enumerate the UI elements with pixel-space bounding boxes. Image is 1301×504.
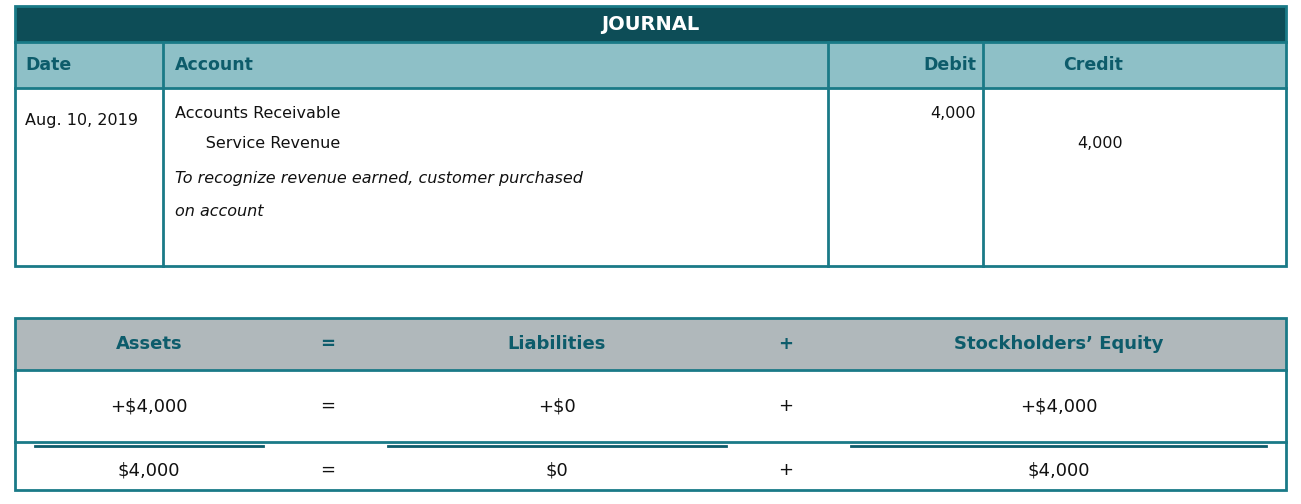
- Text: =: =: [320, 397, 336, 415]
- Text: JOURNAL: JOURNAL: [601, 15, 700, 33]
- FancyBboxPatch shape: [16, 318, 1285, 370]
- FancyBboxPatch shape: [16, 442, 1285, 490]
- Text: +$0: +$0: [539, 397, 576, 415]
- FancyBboxPatch shape: [16, 370, 1285, 442]
- Text: +: +: [778, 397, 794, 415]
- Text: $4,000: $4,000: [1028, 461, 1090, 479]
- Text: +$4,000: +$4,000: [111, 397, 187, 415]
- Text: 4,000: 4,000: [1077, 136, 1123, 151]
- Text: Service Revenue: Service Revenue: [176, 136, 341, 151]
- Text: on account: on account: [176, 204, 264, 219]
- Text: Credit: Credit: [1063, 56, 1123, 74]
- Text: To recognize revenue earned, customer purchased: To recognize revenue earned, customer pu…: [176, 171, 583, 186]
- Text: =: =: [320, 335, 336, 353]
- Text: +: +: [778, 461, 794, 479]
- Text: Liabilities: Liabilities: [507, 335, 606, 353]
- Text: +: +: [778, 335, 794, 353]
- Text: +$4,000: +$4,000: [1020, 397, 1097, 415]
- Text: =: =: [320, 461, 336, 479]
- Text: Debit: Debit: [922, 56, 976, 74]
- Text: $0: $0: [545, 461, 569, 479]
- Text: Date: Date: [25, 56, 72, 74]
- FancyBboxPatch shape: [16, 6, 1285, 42]
- Text: Assets: Assets: [116, 335, 182, 353]
- FancyBboxPatch shape: [16, 42, 1285, 88]
- FancyBboxPatch shape: [16, 88, 1285, 266]
- Text: Aug. 10, 2019: Aug. 10, 2019: [25, 113, 138, 128]
- Text: Account: Account: [176, 56, 254, 74]
- Text: 4,000: 4,000: [930, 106, 976, 121]
- Text: $4,000: $4,000: [118, 461, 181, 479]
- Text: Stockholders’ Equity: Stockholders’ Equity: [954, 335, 1163, 353]
- Text: Accounts Receivable: Accounts Receivable: [176, 106, 341, 121]
